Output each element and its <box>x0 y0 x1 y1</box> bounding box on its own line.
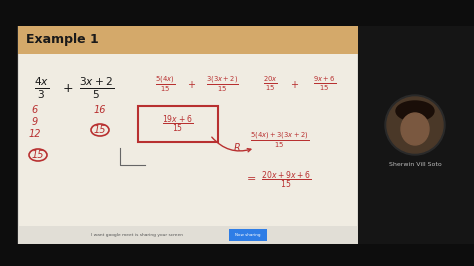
Text: 15: 15 <box>94 125 106 135</box>
Text: $+$: $+$ <box>188 78 197 89</box>
Text: $\frac{19x+6}{15}$: $\frac{19x+6}{15}$ <box>163 113 193 135</box>
Ellipse shape <box>401 113 429 145</box>
Text: 9: 9 <box>32 117 38 127</box>
Text: Example 1: Example 1 <box>26 34 99 47</box>
Bar <box>358 0 474 266</box>
Text: 16: 16 <box>94 105 106 115</box>
Text: Now sharing: Now sharing <box>235 233 261 237</box>
Text: $\frac{9x+6}{15}$: $\frac{9x+6}{15}$ <box>313 75 337 93</box>
Text: R: R <box>234 143 240 153</box>
Text: $\frac{3x+2}{5}$: $\frac{3x+2}{5}$ <box>80 75 115 101</box>
Circle shape <box>387 97 443 153</box>
FancyArrowPatch shape <box>212 137 251 152</box>
Text: $+$: $+$ <box>291 78 300 89</box>
Bar <box>18 226 358 244</box>
Bar <box>18 26 358 54</box>
Text: I want google meet is sharing your screen: I want google meet is sharing your scree… <box>91 233 183 237</box>
Text: $\frac{5(4x)}{15}$: $\frac{5(4x)}{15}$ <box>155 74 175 94</box>
Bar <box>229 229 267 241</box>
Bar <box>138 106 218 142</box>
Text: $+$: $+$ <box>63 81 73 94</box>
Circle shape <box>385 95 445 155</box>
Text: $\frac{4x}{3}$: $\frac{4x}{3}$ <box>35 75 50 101</box>
Text: 15: 15 <box>32 150 44 160</box>
Ellipse shape <box>396 101 434 121</box>
Bar <box>0 244 474 266</box>
Text: $\frac{20x}{15}$: $\frac{20x}{15}$ <box>263 75 277 93</box>
Text: Sherwin Vill Soto: Sherwin Vill Soto <box>389 163 441 168</box>
Text: 12: 12 <box>29 129 41 139</box>
Bar <box>18 26 358 244</box>
Text: $\frac{3(3x+2)}{15}$: $\frac{3(3x+2)}{15}$ <box>206 74 238 94</box>
Bar <box>0 0 474 26</box>
Text: 6: 6 <box>32 105 38 115</box>
Text: $=\ \frac{20x+9x+6}{15}$: $=\ \frac{20x+9x+6}{15}$ <box>244 169 312 191</box>
Text: $\frac{5(4x)+3(3x+2)}{15}$: $\frac{5(4x)+3(3x+2)}{15}$ <box>250 130 310 150</box>
